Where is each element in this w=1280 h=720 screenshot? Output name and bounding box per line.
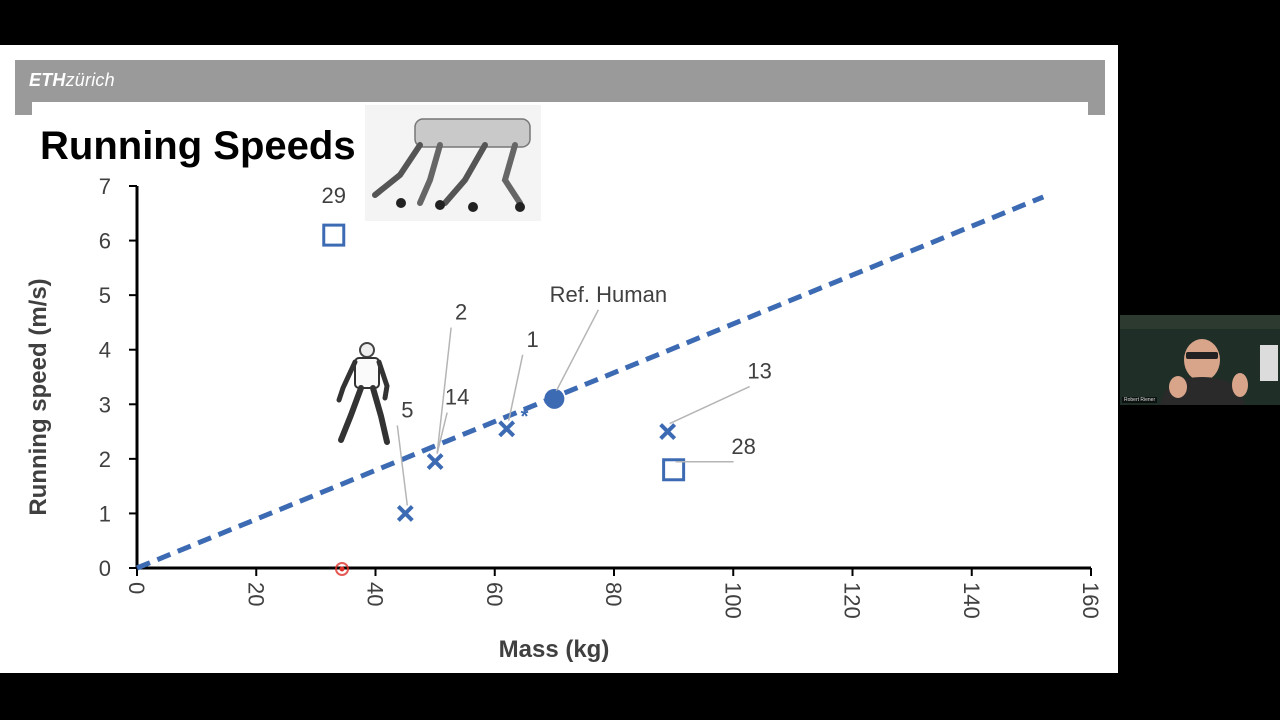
slide-header: ETHzürich — [15, 60, 1105, 115]
point-marker-x — [426, 453, 444, 471]
slide: ETHzürich Running Speeds 0 1 2 3 4 5 6 7 0 — [0, 45, 1118, 673]
participant-name: Robert Riener — [1122, 397, 1158, 403]
running-speed-chart: 0 1 2 3 4 5 6 7 0 20 40 60 80 100 120 140 160 Mass (kg) Ru… — [25, 105, 1103, 663]
x-tick-label: 140 — [959, 582, 984, 619]
point-label: 2 — [455, 300, 467, 325]
point-marker-circle — [544, 388, 565, 409]
y-tick-label: 7 — [99, 174, 111, 199]
point-asterisk: * — [521, 406, 529, 428]
point-label: 14 — [445, 385, 469, 410]
trend-line — [136, 194, 1045, 571]
x-tick-label: 80 — [601, 582, 626, 606]
x-tick-label: 0 — [124, 582, 149, 594]
leader-line — [396, 425, 409, 506]
leader-line — [555, 309, 600, 392]
point-marker-square — [322, 223, 346, 247]
y-tick-label: 3 — [99, 392, 111, 417]
leader-line — [436, 412, 448, 454]
point-label: 5 — [401, 397, 413, 422]
x-tick-label: 100 — [720, 582, 745, 619]
point-label: 28 — [731, 434, 755, 459]
y-tick-label: 2 — [99, 447, 111, 472]
x-tick-label: 40 — [363, 582, 388, 606]
leader-line — [507, 354, 524, 421]
header-white-band — [32, 102, 1088, 115]
point-marker-square — [662, 458, 686, 482]
y-tick-label: 5 — [99, 283, 111, 308]
leader-line — [669, 385, 750, 425]
point-marker-x — [396, 505, 414, 522]
y-axis-title: Running speed (m/s) — [25, 278, 52, 515]
y-tick-label: 0 — [99, 556, 111, 581]
x-tick-label: 120 — [840, 582, 865, 619]
x-axis-title: Mass (kg) — [499, 636, 610, 663]
participant-video-tile[interactable]: Robert Riener — [1120, 315, 1280, 405]
leader-line — [436, 327, 452, 454]
point-marker-x — [659, 423, 677, 440]
laser-pointer-icon — [335, 562, 349, 576]
slide-title: Running Speeds — [40, 124, 356, 168]
point-label: 1 — [527, 327, 539, 352]
eth-zurich-logo: ETHzürich — [29, 70, 115, 90]
participant-avatar — [1120, 315, 1280, 405]
point-label: 13 — [747, 359, 771, 384]
laser-pointer-dot — [339, 566, 345, 572]
x-tick-label: 60 — [482, 582, 507, 606]
quadruped-robot-image — [365, 105, 541, 221]
point-label: 29 — [322, 183, 346, 208]
y-tick-label: 6 — [99, 229, 111, 254]
point-label: Ref. Human — [550, 282, 667, 307]
y-tick-label: 4 — [99, 338, 111, 363]
point-marker-x — [498, 420, 516, 438]
humanoid-robot-image — [336, 342, 390, 445]
plot-area: 0 1 2 3 4 5 6 7 0 20 40 60 80 100 120 140 160 Mass (kg) Ru… — [25, 174, 1103, 663]
x-tick-label: 160 — [1078, 582, 1103, 619]
x-tick-label: 20 — [243, 582, 268, 606]
y-tick-label: 1 — [99, 501, 111, 526]
